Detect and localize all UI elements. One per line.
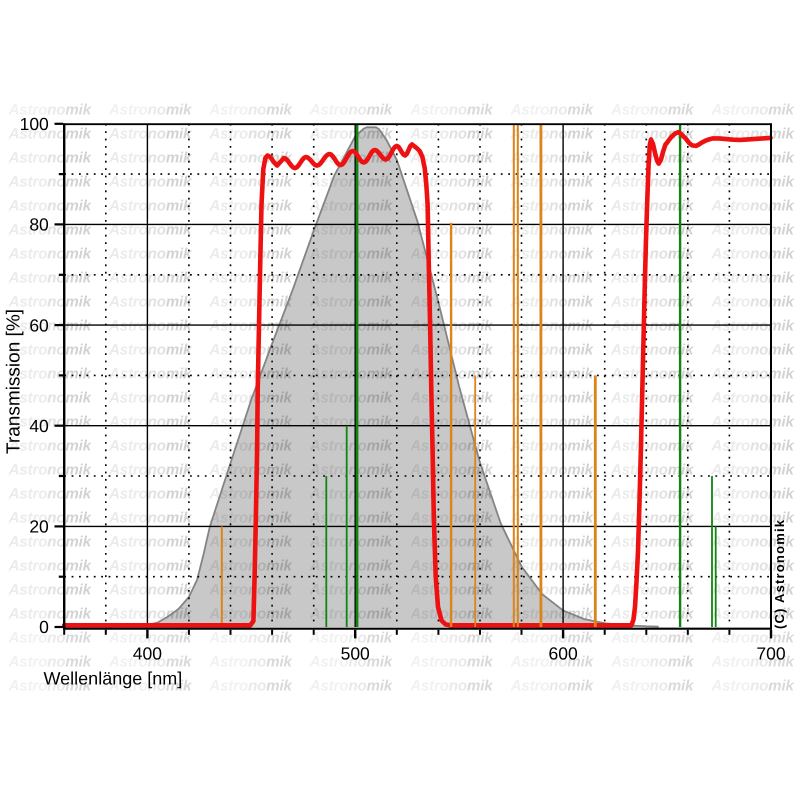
svg-text:(C) Astronomik: (C) Astronomik (772, 519, 787, 629)
svg-text:100: 100 (20, 114, 49, 134)
svg-text:400: 400 (133, 643, 162, 663)
svg-text:Transmission [%]: Transmission [%] (4, 309, 25, 454)
svg-text:60: 60 (29, 315, 49, 335)
svg-text:500: 500 (341, 643, 370, 663)
svg-text:Wellenlänge [nm]: Wellenlänge [nm] (44, 668, 183, 688)
svg-text:40: 40 (29, 416, 49, 436)
svg-text:600: 600 (548, 643, 577, 663)
svg-text:80: 80 (29, 215, 49, 235)
svg-text:0: 0 (39, 617, 49, 637)
svg-text:20: 20 (29, 517, 49, 537)
svg-text:700: 700 (756, 643, 785, 663)
